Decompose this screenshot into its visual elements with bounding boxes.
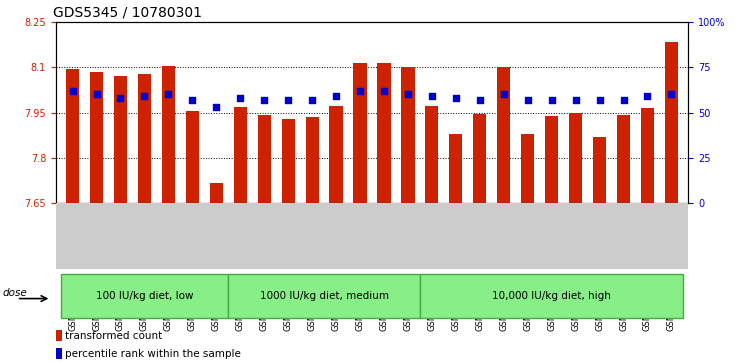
Bar <box>401 67 414 203</box>
Bar <box>90 72 103 203</box>
Point <box>282 97 294 103</box>
Point <box>378 88 390 94</box>
Bar <box>281 119 295 203</box>
Point <box>187 97 199 103</box>
Point <box>498 91 510 97</box>
Point <box>594 97 606 103</box>
Text: percentile rank within the sample: percentile rank within the sample <box>65 349 241 359</box>
Text: 10,000 IU/kg diet, high: 10,000 IU/kg diet, high <box>493 291 611 301</box>
Text: GDS5345 / 10780301: GDS5345 / 10780301 <box>53 5 202 19</box>
Text: transformed count: transformed count <box>65 331 162 341</box>
Point <box>450 95 462 101</box>
Bar <box>210 183 223 203</box>
Point <box>474 97 486 103</box>
Bar <box>60 274 228 318</box>
Text: dose: dose <box>3 288 28 298</box>
Bar <box>138 74 151 203</box>
Point <box>545 97 557 103</box>
Point <box>570 97 582 103</box>
Bar <box>665 42 678 203</box>
Bar <box>186 111 199 203</box>
Bar <box>426 106 438 203</box>
Point <box>234 95 246 101</box>
Bar <box>473 114 487 203</box>
Bar <box>353 63 367 203</box>
Point <box>665 91 677 97</box>
Bar <box>641 108 654 203</box>
Point <box>307 97 318 103</box>
Point <box>354 88 366 94</box>
Bar <box>56 348 62 359</box>
Point <box>258 97 270 103</box>
Text: 1000 IU/kg diet, medium: 1000 IU/kg diet, medium <box>260 291 388 301</box>
Point <box>522 97 533 103</box>
Point <box>402 91 414 97</box>
Bar <box>377 63 391 203</box>
Bar <box>569 113 583 203</box>
Point <box>67 88 79 94</box>
Bar <box>234 107 247 203</box>
Bar <box>593 137 606 203</box>
Bar <box>521 134 534 203</box>
Bar <box>56 330 62 341</box>
Bar <box>449 134 463 203</box>
Point <box>115 95 126 101</box>
Bar <box>330 106 343 203</box>
Point <box>91 91 103 97</box>
Bar <box>114 76 127 203</box>
Text: 100 IU/kg diet, low: 100 IU/kg diet, low <box>96 291 193 301</box>
Bar <box>545 116 558 203</box>
Bar <box>257 115 271 203</box>
Bar <box>306 117 318 203</box>
Point <box>330 93 342 99</box>
Bar <box>66 69 79 203</box>
Point <box>618 97 629 103</box>
Point <box>211 104 222 110</box>
Bar <box>617 115 630 203</box>
Bar <box>161 66 175 203</box>
Bar <box>228 274 420 318</box>
Point <box>138 93 150 99</box>
Bar <box>497 66 510 203</box>
Point <box>426 93 437 99</box>
Point <box>162 91 174 97</box>
Point <box>641 93 653 99</box>
Bar <box>420 274 684 318</box>
